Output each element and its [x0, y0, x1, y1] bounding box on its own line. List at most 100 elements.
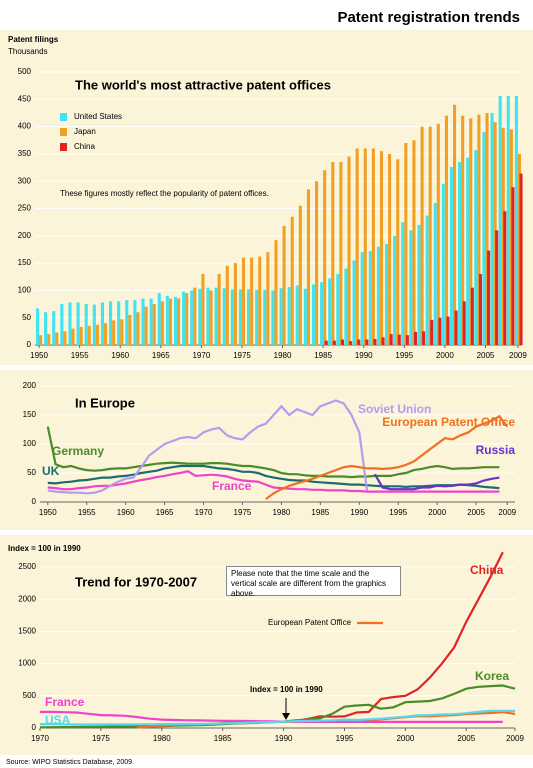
y-tick-label: 100	[18, 286, 32, 295]
bar	[495, 230, 498, 345]
x-tick-label: 2005	[467, 508, 485, 517]
bar	[266, 252, 269, 345]
legend-label: Japan	[74, 127, 96, 136]
bar	[85, 304, 88, 345]
bar	[515, 96, 518, 345]
bar	[60, 304, 63, 345]
page-title: Patent registration trends	[337, 9, 520, 26]
bar	[336, 274, 339, 345]
x-tick-label: 1995	[395, 351, 413, 360]
bar	[325, 341, 328, 345]
x-tick-label: 1955	[71, 351, 89, 360]
x-tick-label: 2000	[428, 508, 446, 517]
x-tick-label: 2000	[396, 734, 414, 743]
y-tick-label: 2000	[18, 594, 36, 603]
bar	[455, 311, 458, 345]
bar	[482, 132, 485, 345]
bar	[193, 288, 196, 345]
bar	[347, 157, 350, 345]
x-tick-label: 2009	[498, 508, 516, 517]
bar	[279, 288, 282, 345]
x-tick-label: 1980	[272, 508, 290, 517]
y-tick-label: 0	[27, 340, 32, 349]
bar	[445, 116, 448, 345]
bar	[242, 258, 245, 345]
bar	[474, 150, 477, 345]
bar	[299, 206, 302, 345]
bar	[158, 293, 161, 345]
bar	[255, 290, 258, 345]
bar	[136, 312, 139, 345]
chart-title: Trend for 1970-2007	[75, 574, 197, 589]
bar	[393, 236, 396, 345]
bar	[377, 247, 380, 345]
bar	[339, 162, 342, 345]
x-tick-label: 2009	[509, 351, 527, 360]
bar	[96, 325, 99, 345]
y-tick-label: 500	[18, 67, 32, 76]
annotation: These figures mostly reflect the popular…	[60, 189, 269, 198]
x-tick-label: 1965	[152, 351, 170, 360]
source: Source: WIPO Statistics Database, 2009.	[6, 759, 134, 766]
bar	[36, 308, 39, 345]
bar	[125, 300, 128, 345]
bar	[446, 317, 449, 345]
x-tick-label: 1980	[274, 351, 292, 360]
bar	[55, 332, 58, 345]
bar	[44, 312, 47, 345]
series-label: Germany	[52, 444, 104, 458]
x-tick-label: 2005	[477, 351, 495, 360]
bar	[93, 305, 96, 345]
bar	[331, 162, 334, 345]
bar	[417, 225, 420, 345]
bar	[63, 331, 66, 345]
series-label: European Patent Office	[268, 618, 352, 627]
bar	[398, 335, 401, 345]
y-axis-label: Patent filings	[8, 35, 59, 44]
legend-swatch	[60, 128, 67, 136]
x-tick-label: 1950	[30, 351, 48, 360]
bar	[177, 299, 180, 345]
bar	[206, 288, 209, 345]
y-axis-label: Index = 100 in 1990	[8, 544, 81, 553]
series-label: European Patent Office	[382, 415, 515, 429]
bar	[409, 230, 412, 345]
series-label: France	[212, 479, 252, 493]
bar	[406, 335, 409, 345]
bar	[507, 96, 510, 345]
bar	[271, 290, 274, 345]
y-tick-label: 0	[32, 497, 37, 506]
bar	[198, 289, 201, 345]
y-tick-label: 2500	[18, 562, 36, 571]
y-tick-label: 150	[23, 410, 37, 419]
bar	[361, 252, 364, 345]
y-tick-label: 200	[23, 381, 37, 390]
bar	[169, 299, 172, 345]
x-tick-label: 1960	[111, 351, 129, 360]
bar	[414, 332, 417, 345]
y-tick-label: 400	[18, 122, 32, 131]
bar	[356, 148, 359, 345]
bar	[250, 258, 253, 345]
bar	[333, 341, 336, 345]
x-tick-label: 1960	[117, 508, 135, 517]
x-tick-label: 2005	[457, 734, 475, 743]
bar	[166, 296, 169, 345]
x-tick-label: 1985	[314, 351, 332, 360]
bar	[422, 331, 425, 345]
bar	[412, 140, 415, 345]
bar	[421, 127, 424, 345]
bar	[101, 302, 104, 345]
bar	[341, 340, 344, 345]
bar	[174, 297, 177, 345]
x-tick-label: 1985	[214, 734, 232, 743]
y-tick-label: 250	[18, 204, 32, 213]
bar	[307, 189, 310, 345]
bar	[312, 284, 315, 345]
x-tick-label: 1970	[195, 508, 213, 517]
series-label: UK	[42, 464, 60, 478]
y-tick-label: 1500	[18, 627, 36, 636]
note: Please note that the time scale and the …	[226, 566, 401, 596]
bar	[466, 158, 469, 345]
bar	[190, 290, 193, 345]
